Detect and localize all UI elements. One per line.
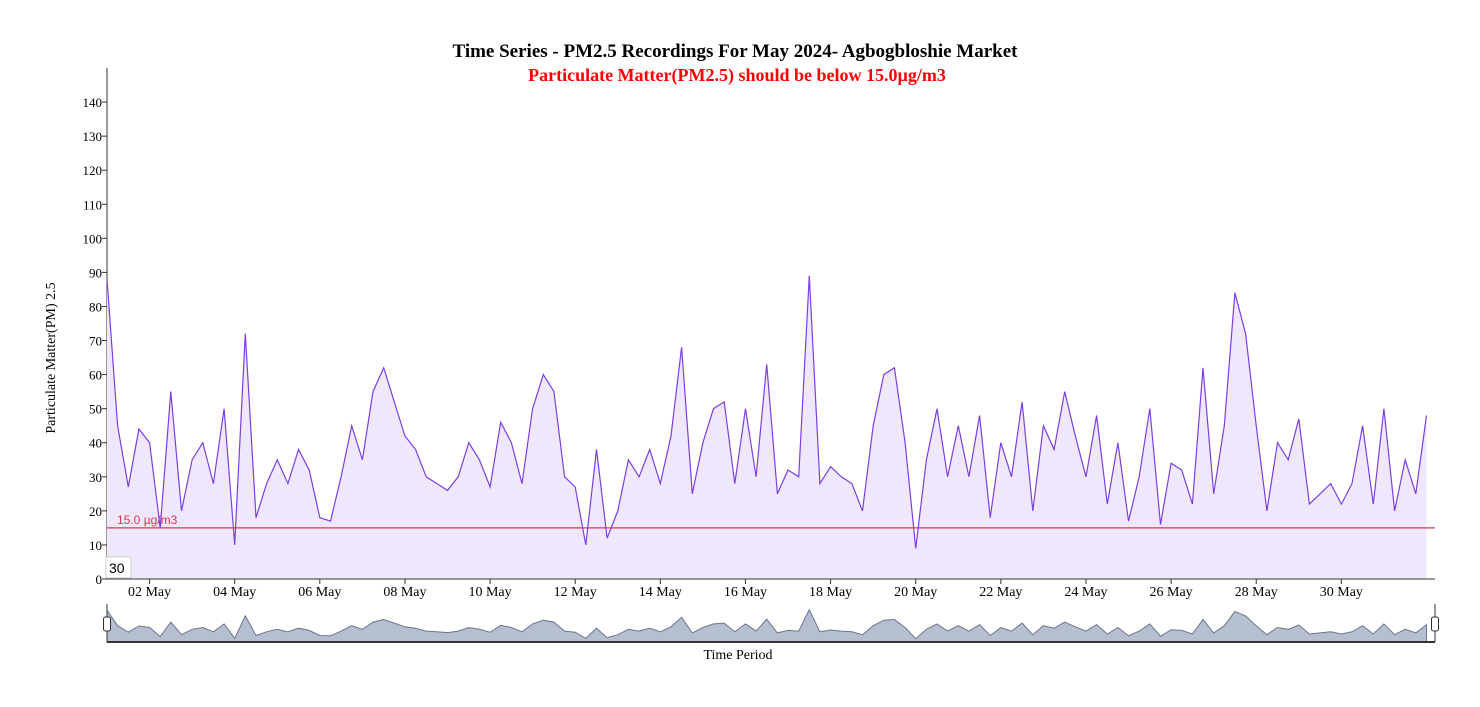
y-tick-label: 20 [89,504,102,519]
x-tick-label: 06 May [298,585,341,600]
y-tick-label: 90 [89,265,102,280]
y-tick-label: 140 [83,95,103,110]
x-tick-label: 08 May [383,585,426,600]
y-tick-label: 0 [96,572,103,587]
x-tick-label: 24 May [1064,585,1107,600]
badge-box [105,556,132,579]
x-tick-label: 14 May [639,585,682,600]
y-tick-label: 120 [83,163,103,178]
y-tick-label: 80 [89,299,102,314]
x-tick-label: 20 May [894,585,937,600]
x-axis-title: Time Period [703,648,772,663]
plot: 0 10 20 30 40 50 60 70 80 90 100 110 120 130 140 15.0 µ… [83,68,1439,643]
y-tick-label: 60 [89,368,102,383]
y-tick-label: 70 [89,334,102,349]
y-axis-title: Particulate Matter(PM) 2.5 [44,282,59,433]
navigator-handle[interactable] [103,616,111,632]
x-tick-label: 22 May [979,585,1022,600]
y-tick-label: 130 [83,129,103,144]
y-tick-label: 10 [89,538,102,553]
area [107,275,1427,579]
x-tick-label: 04 May [213,585,256,600]
x-tick-label: 10 May [468,585,511,600]
x-tick-label: 02 May [128,585,171,600]
x-tick-label: 12 May [554,585,597,600]
y-tick-label: 30 [89,470,102,485]
x-tick-label: 26 May [1150,585,1193,600]
x-tick-label: 18 May [809,585,852,600]
navigator-area [106,608,1427,643]
badge: 30 [109,560,125,576]
chart-subtitle: Particulate Matter(PM2.5) should be belo… [528,65,946,86]
line [106,275,1428,549]
y-tick-label: 50 [89,402,102,417]
x-tick-label: 28 May [1235,585,1278,600]
y-tick-label: 40 [89,436,102,451]
x-tick-label: 16 May [724,585,767,600]
navigator-handle[interactable] [1431,616,1439,632]
y-tick-label: 100 [83,231,103,246]
y-tick-label: 110 [83,197,102,212]
chart-title: Time Series - PM2.5 Recordings For May 2… [452,41,1018,62]
x-tick-label: 30 May [1320,585,1363,600]
threshold-label: 15.0 µg/m3 [117,513,178,527]
